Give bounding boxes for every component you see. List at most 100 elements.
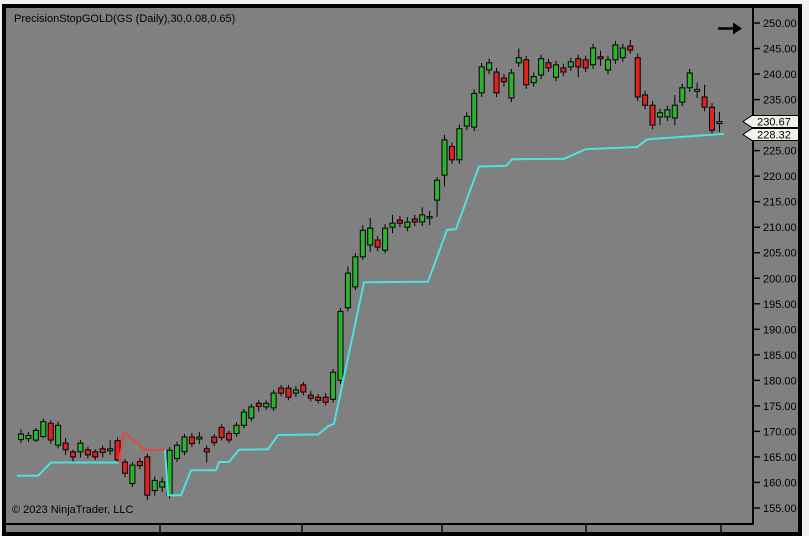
candle-body [359,229,366,258]
candle-body [671,104,678,119]
candle-body [612,44,619,61]
stop-line-long [17,461,119,477]
candle-body [642,94,649,106]
y-axis-label: 175.00 [763,401,797,413]
y-axis-label: 165.00 [763,452,797,464]
candle-body [240,411,247,426]
candle-body [619,47,626,59]
candle-body [463,115,470,127]
candle-body [300,384,307,393]
candle-body [129,464,136,485]
candle-body [605,59,611,71]
price-marker-stop-value: 228.32 [757,130,791,142]
y-axis-label: 245.00 [763,44,797,56]
candle-body [434,179,441,201]
candle-body [716,121,723,125]
candle-body [649,104,656,126]
candle-body [374,239,381,248]
candle-body [292,389,299,394]
candle-body [181,436,188,453]
candle-body [530,76,537,84]
candle-body [337,310,344,381]
candle-body [159,481,166,488]
candle-body [77,442,84,453]
candle-body [508,72,515,99]
candle-body [255,402,262,407]
candle-body [307,394,314,399]
candle-body [448,146,455,161]
candle-body [471,92,478,128]
candle-body [486,62,493,71]
candle-body [188,436,195,445]
candle-body [25,435,32,440]
candle-body [136,461,143,467]
candle-body [679,87,686,103]
candle-body [367,227,374,246]
y-axis-label: 185.00 [763,350,797,362]
y-axis-label: 210.00 [763,222,797,234]
candle-body [174,444,180,460]
y-axis-label: 200.00 [763,273,797,285]
price-marker-stop: 228.32 [742,128,799,142]
candle-body [18,433,24,441]
y-axis-label: 205.00 [763,248,797,260]
candle-body [404,221,411,228]
copyright-text: © 2023 NinjaTrader, LLC [12,504,134,516]
candle-body [40,421,47,438]
chart-canvas[interactable]: 250.00245.00240.00235.00230.00225.00220.… [6,8,798,532]
candle-body [99,448,106,453]
candle-body [627,45,634,51]
candle-body [575,58,582,68]
candle-body [456,128,463,161]
candle-body [560,67,567,73]
candle-body [352,256,359,288]
candle-body [248,406,255,419]
y-axis-label: 235.00 [763,95,797,107]
y-axis-label: 155.00 [763,503,797,515]
candle-body [233,424,240,434]
go-to-last-bar-arrow-icon[interactable] [716,21,744,37]
candle-body [396,219,403,224]
price-marker-last-value: 230.67 [757,117,791,129]
candle-body [515,57,522,64]
candle-body [92,451,99,458]
candle-body [62,442,69,451]
indicator-title: PrecisionStopGOLD(GS (Daily),30,0.08,0.6… [14,13,236,25]
candle-body [322,396,329,403]
candle-body [553,64,559,78]
candle-body [582,59,589,69]
candle-body [285,387,292,398]
candle-body [597,56,604,60]
y-axis-label: 250.00 [763,18,797,30]
candle-body [211,436,218,444]
candle-body [426,216,433,219]
candle-body [196,436,203,440]
candle-body [218,426,225,438]
candle-body [634,57,641,98]
chart-window: 250.00245.00240.00235.00230.00225.00220.… [2,4,802,536]
y-axis-label: 240.00 [763,69,797,81]
y-axis-label: 220.00 [763,171,797,183]
candle-body [389,222,396,228]
candle-body [151,479,158,492]
stop-line-short [118,431,165,463]
candle-body [122,461,128,474]
y-axis-label: 195.00 [763,299,797,311]
candle-body [32,429,39,441]
y-axis-label: 170.00 [763,426,797,438]
candle-body [270,392,277,409]
candle-body [538,58,545,76]
candle-body [709,106,715,131]
candle-body [590,47,597,66]
candle-body [686,72,693,89]
candle-body [441,139,448,176]
candle-body [478,66,485,94]
candle-body [701,96,708,108]
candle-body [107,448,114,452]
y-axis-label: 180.00 [763,375,797,387]
candle-body [657,112,663,118]
candle-body [382,227,389,251]
y-axis-label: 190.00 [763,324,797,336]
candle-body [144,456,151,496]
candle-body [330,371,337,400]
